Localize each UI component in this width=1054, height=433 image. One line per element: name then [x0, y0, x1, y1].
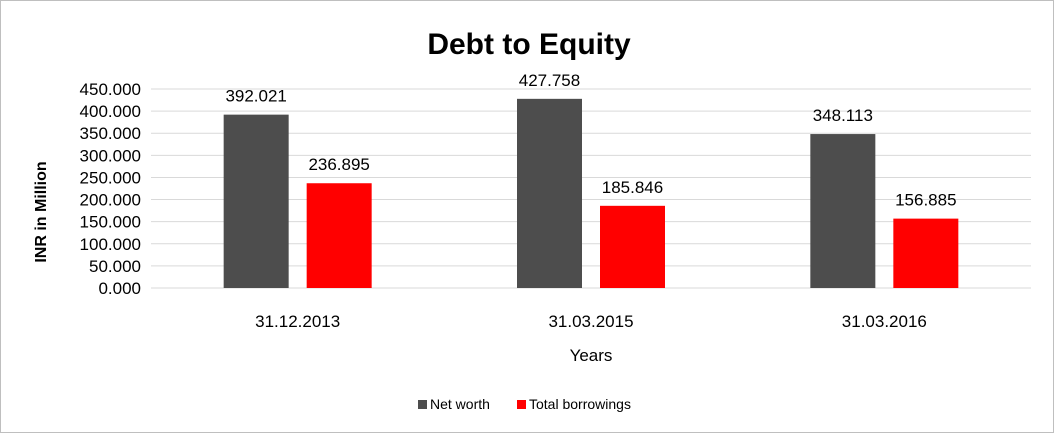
legend: Net worth Total borrowings [418, 396, 631, 412]
grid-lines [151, 88, 1031, 289]
legend-swatch [517, 400, 526, 409]
data-label: 427.758 [519, 71, 580, 90]
data-label: 185.846 [602, 178, 663, 197]
legend-swatch [418, 400, 427, 409]
bars [223, 98, 959, 288]
y-tick-label: 300.000 [80, 146, 141, 165]
y-tick-label: 100.000 [80, 235, 141, 254]
y-tick-label: 350.000 [80, 124, 141, 143]
x-category-label: 31.03.2016 [842, 312, 927, 331]
x-axis-label: Years [570, 346, 613, 365]
bar [306, 183, 372, 288]
y-tick-label: 50.000 [89, 257, 141, 276]
data-label: 348.113 [813, 106, 873, 125]
chart-title: Debt to Equity [427, 28, 631, 61]
data-labels: 392.021 236.895 427.758 185.846 348.113 156.8… [225, 71, 956, 210]
y-tick-label: 450.000 [80, 80, 141, 99]
legend-label: Net worth [430, 396, 490, 412]
data-label: 156.885 [895, 191, 956, 210]
x-category-label: 31.03.2015 [548, 312, 633, 331]
y-tick-label: 250.000 [80, 168, 141, 187]
x-category-label: 31.12.2013 [255, 312, 340, 331]
y-tick-label: 150.000 [80, 213, 141, 232]
bar [223, 114, 289, 288]
bar [893, 218, 959, 288]
bar [810, 134, 876, 288]
y-tick-label: 200.000 [80, 191, 141, 210]
data-label: 236.895 [308, 155, 369, 174]
y-tick-label: 400.000 [80, 102, 141, 121]
y-axis-label: INR in Million [33, 161, 50, 262]
bar [600, 205, 665, 288]
bar [517, 98, 582, 288]
y-tick-label: 0.000 [98, 279, 141, 298]
legend-label: Total borrowings [529, 396, 631, 412]
x-axis-categories: 31.12.2013 31.03.2015 31.03.2016 [255, 312, 927, 331]
y-axis-ticks: 0.000 50.000 100.000 150.000 200.000 250.000 3… [80, 80, 141, 298]
data-label: 392.021 [225, 87, 286, 106]
